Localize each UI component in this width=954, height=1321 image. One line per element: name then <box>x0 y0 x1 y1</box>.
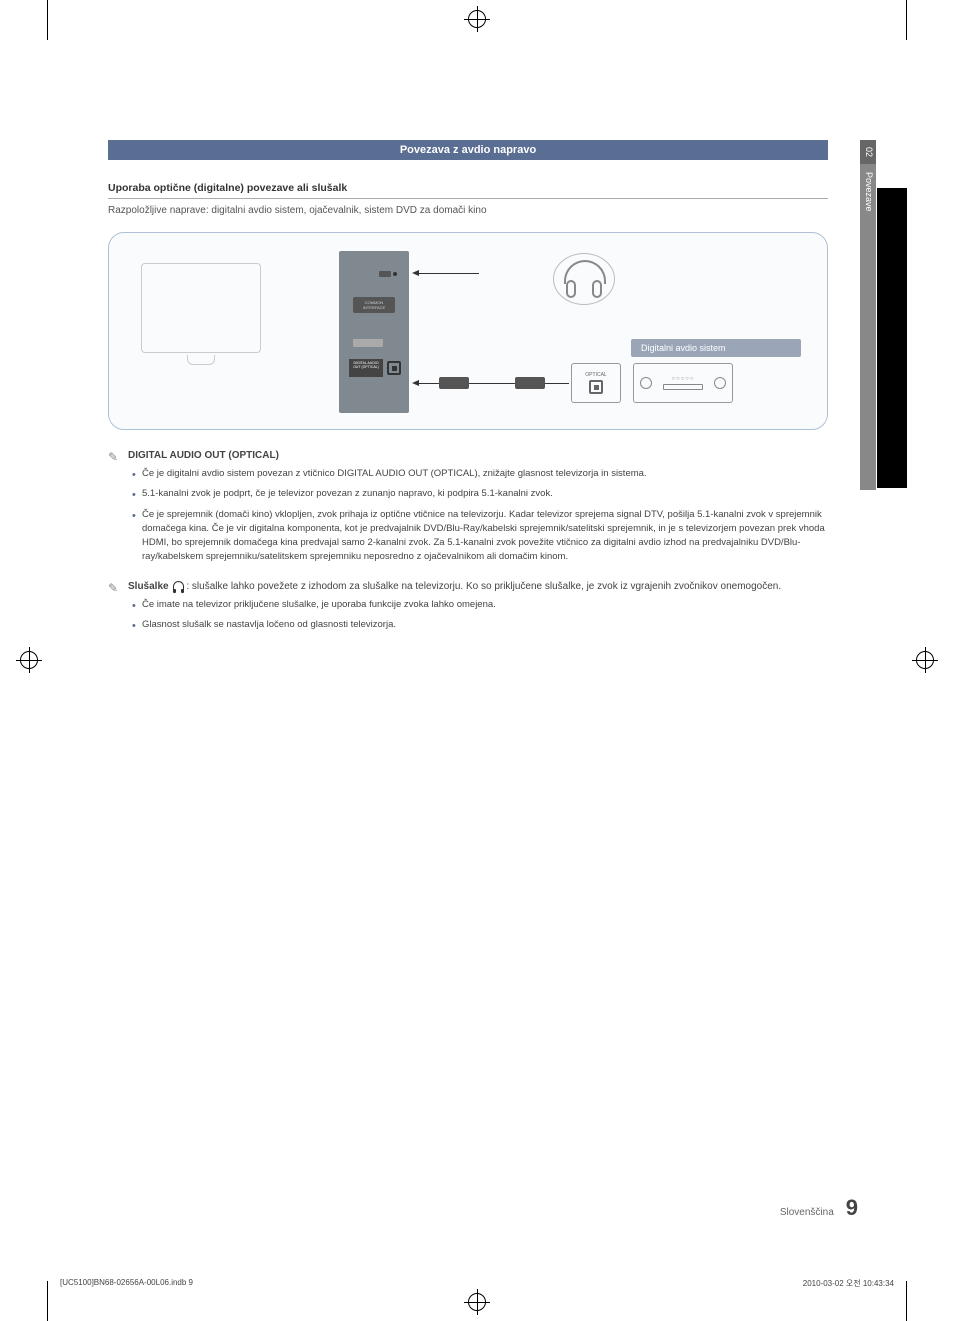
optical-out-icon <box>387 361 401 375</box>
tv-icon <box>141 263 261 353</box>
headphone-cable-line <box>419 273 479 274</box>
registration-mark-icon <box>20 651 38 669</box>
amplifier-group: Digitalni avdio sistem OPTICAL ○○○○○ <box>571 339 801 409</box>
section-description: Razpoložljive naprave: digitalni avdio s… <box>108 205 868 216</box>
connection-diagram: COMMON INTERFACE DIGITAL AUDIO OUT (OPTI… <box>108 232 828 430</box>
notes-section: ✎ DIGITAL AUDIO OUT (OPTICAL) Če je digi… <box>108 448 828 638</box>
optical-plug-icon <box>439 377 469 389</box>
note-item: Glasnost slušalk se nastavlja ločeno od … <box>128 618 828 632</box>
usb-label <box>353 339 383 347</box>
tv-stand-icon <box>187 355 215 365</box>
crop-mark <box>906 1281 907 1321</box>
headphone-icon <box>173 581 184 590</box>
registration-mark-icon <box>916 651 934 669</box>
note-title-prefix: Slušalke <box>128 581 169 592</box>
note-icon: ✎ <box>108 579 128 639</box>
page-footer: Slovenščina 9 <box>780 1195 858 1221</box>
note-item: Če je digitalni avdio sistem povezan z v… <box>128 467 828 481</box>
print-footer: [UC5100]BN68-02656A-00L06.indb 9 2010-03… <box>60 1278 894 1289</box>
registration-mark-icon <box>468 10 486 28</box>
crop-mark <box>47 0 48 40</box>
crop-mark <box>47 1281 48 1321</box>
note-title-suffix: : slušalke lahko povežete z izhodom za s… <box>186 581 781 592</box>
language-label: Slovenščina <box>780 1207 834 1218</box>
note-item: Če je sprejemnik (domači kino) vklopljen… <box>128 508 828 565</box>
common-interface-label: COMMON INTERFACE <box>353 297 395 313</box>
print-file-label: [UC5100]BN68-02656A-00L06.indb 9 <box>60 1278 193 1289</box>
arrow-left-icon <box>412 380 419 386</box>
crop-mark <box>906 0 907 40</box>
note-item: Če imate na televizor priključene slušal… <box>128 598 828 612</box>
note-block: ✎ DIGITAL AUDIO OUT (OPTICAL) Če je digi… <box>108 448 828 571</box>
note-icon: ✎ <box>108 448 128 571</box>
page-number: 9 <box>846 1195 858 1221</box>
registration-mark-icon <box>468 1293 486 1311</box>
sidebar-bleed <box>877 188 907 488</box>
note-title: DIGITAL AUDIO OUT (OPTICAL) <box>128 450 279 461</box>
amplifier-icon: ○○○○○ <box>633 363 733 403</box>
note-block: ✎ Slušalke : slušalke lahko povežete z i… <box>108 579 828 639</box>
amplifier-title: Digitalni avdio sistem <box>631 339 801 357</box>
print-timestamp: 2010-03-02 오전 10:43:34 <box>803 1278 894 1289</box>
headphones-icon <box>553 253 615 305</box>
optical-plug-icon <box>515 377 545 389</box>
tv-back-panel: COMMON INTERFACE DIGITAL AUDIO OUT (OPTI… <box>339 251 409 413</box>
arrow-left-icon <box>412 270 419 276</box>
digital-audio-out-label: DIGITAL AUDIO OUT (OPTICAL) <box>349 359 383 377</box>
amp-optical-port: OPTICAL <box>571 363 621 403</box>
note-item: 5.1-kanalni zvok je podprt, če je televi… <box>128 487 828 501</box>
section-subheading: Uporaba optične (digitalne) povezave ali… <box>108 182 828 199</box>
section-header: Povezava z avdio napravo <box>108 140 828 160</box>
headphone-jack-icon <box>379 271 391 277</box>
jack-dot-icon <box>393 272 397 276</box>
optical-port-label: OPTICAL <box>585 372 606 378</box>
